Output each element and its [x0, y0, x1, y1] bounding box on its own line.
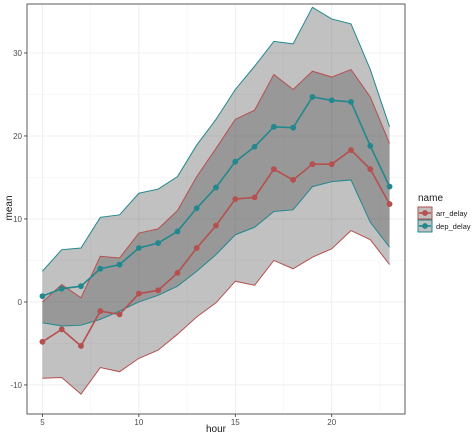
data-point-dep_delay — [328, 97, 335, 104]
ribbon-dep_delay — [42, 7, 390, 327]
ribbon-arr_delay — [42, 69, 390, 395]
legend-key-point-arr_delay — [422, 210, 428, 216]
data-point-dep_delay — [97, 265, 104, 272]
data-point-dep_delay — [213, 184, 219, 191]
data-point-dep_delay — [386, 183, 393, 190]
data-point-arr_delay — [116, 311, 123, 318]
data-point-arr_delay — [78, 343, 84, 349]
data-point-arr_delay — [386, 201, 393, 207]
y-axis-title: mean — [4, 195, 15, 220]
x-tick-label: 15 — [231, 418, 240, 427]
x-tick-label: 10 — [134, 418, 143, 427]
data-point-dep_delay — [251, 143, 258, 150]
data-point-arr_delay — [155, 287, 162, 294]
data-point-dep_delay — [78, 283, 84, 290]
data-point-arr_delay — [135, 290, 142, 297]
data-point-arr_delay — [348, 147, 354, 153]
data-point-dep_delay — [270, 123, 277, 130]
data-point-dep_delay — [39, 293, 46, 300]
y-tick-label: 10 — [13, 215, 22, 224]
data-point-dep_delay — [155, 240, 162, 246]
y-tick-label: 30 — [13, 49, 22, 58]
data-point-dep_delay — [58, 285, 65, 292]
data-point-dep_delay — [232, 158, 239, 165]
legend-key-point-dep_delay — [422, 223, 428, 229]
ribbon-lower-edge-dep_delay — [42, 179, 390, 327]
x-tick-label: 20 — [327, 418, 336, 427]
data-point-arr_delay — [39, 338, 46, 345]
panel-background — [27, 4, 405, 414]
data-point-arr_delay — [232, 196, 239, 202]
data-point-arr_delay — [367, 166, 374, 173]
data-point-arr_delay — [193, 245, 200, 251]
ribbon-lower-edge-arr_delay — [42, 229, 390, 395]
y-tick-label: 0 — [18, 298, 23, 307]
data-point-dep_delay — [174, 228, 181, 235]
data-point-dep_delay — [135, 245, 142, 251]
data-point-arr_delay — [213, 222, 219, 229]
legend: name arr_delay dep_delay — [417, 193, 471, 233]
legend-title: name — [418, 193, 443, 204]
ribbon-upper-edge-dep_delay — [42, 6, 391, 272]
ribbon-upper-edge-arr_delay — [42, 68, 391, 303]
y-tick-label: 20 — [13, 132, 22, 141]
y-tick-label: -10 — [10, 381, 22, 390]
plot-area: 5 10 15 20 -10 0 10 20 30 — [10, 3, 406, 427]
panel-border — [26, 3, 406, 415]
data-point-arr_delay — [309, 161, 316, 168]
data-point-arr_delay — [270, 166, 277, 173]
data-point-dep_delay — [309, 94, 316, 100]
data-point-dep_delay — [348, 99, 354, 105]
data-point-arr_delay — [97, 308, 104, 314]
legend-label-arr_delay: arr_delay — [436, 209, 468, 218]
data-point-dep_delay — [367, 143, 374, 149]
legend-label-dep_delay: dep_delay — [436, 222, 471, 231]
x-axis-title: hour — [206, 424, 227, 435]
data-point-dep_delay — [116, 261, 123, 268]
data-point-arr_delay — [251, 194, 258, 201]
data-point-dep_delay — [193, 205, 200, 212]
data-point-arr_delay — [58, 326, 65, 333]
data-point-dep_delay — [290, 124, 297, 131]
data-point-arr_delay — [290, 177, 297, 183]
data-point-arr_delay — [328, 161, 335, 168]
x-tick-label: 5 — [40, 418, 45, 427]
data-point-arr_delay — [174, 270, 181, 276]
